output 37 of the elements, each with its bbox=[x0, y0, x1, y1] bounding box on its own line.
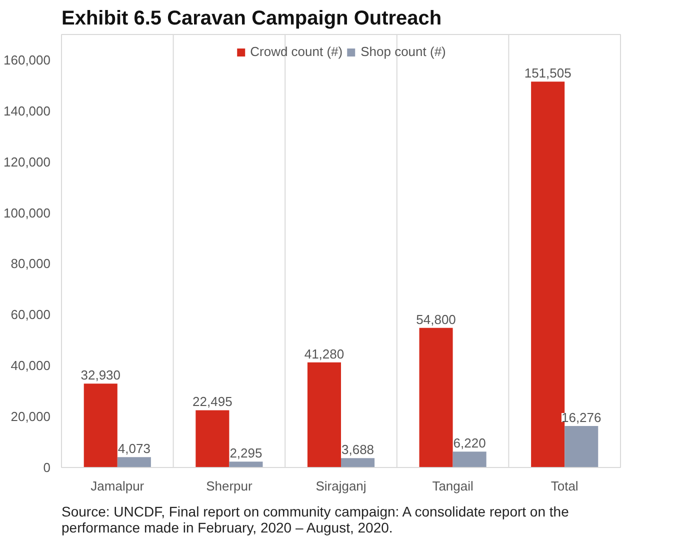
x-tick-label: Tangail bbox=[432, 478, 474, 494]
y-tick-label: 40,000 bbox=[10, 358, 51, 374]
data-label: 151,505 bbox=[524, 66, 572, 81]
y-tick-label: 120,000 bbox=[4, 154, 51, 170]
y-tick-label: 160,000 bbox=[4, 52, 51, 68]
x-tick-label: Sherpur bbox=[206, 478, 253, 494]
bar bbox=[117, 457, 151, 468]
chart-title: Exhibit 6.5 Caravan Campaign Outreach bbox=[62, 8, 442, 30]
bar bbox=[452, 452, 486, 468]
bar bbox=[564, 426, 598, 468]
y-tick-label: 0 bbox=[43, 460, 51, 475]
bar bbox=[307, 362, 341, 468]
x-tick-label: Jamalpur bbox=[90, 478, 145, 494]
y-tick-label: 100,000 bbox=[4, 205, 51, 220]
data-label: 4,073 bbox=[118, 441, 150, 456]
y-tick-label: 80,000 bbox=[10, 256, 51, 272]
bar bbox=[229, 462, 263, 468]
data-label: 2,295 bbox=[230, 446, 262, 461]
bar bbox=[196, 410, 230, 468]
data-label: 3,688 bbox=[342, 442, 374, 458]
y-tick-label: 140,000 bbox=[4, 103, 51, 118]
data-label: 54,800 bbox=[416, 312, 456, 327]
bar bbox=[419, 328, 453, 468]
data-label: 16,276 bbox=[561, 410, 602, 426]
bar bbox=[341, 458, 375, 468]
data-label: 41,280 bbox=[304, 346, 344, 362]
legend-label: Crowd count (#) bbox=[250, 44, 343, 59]
x-tick-label: Sirajganj bbox=[316, 478, 366, 494]
data-label: 22,495 bbox=[192, 394, 232, 410]
legend-label: Shop count (#) bbox=[360, 44, 446, 59]
y-tick-label: 60,000 bbox=[10, 307, 51, 322]
data-label: 6,220 bbox=[453, 436, 486, 451]
y-tick-label: 20,000 bbox=[10, 409, 51, 424]
bar bbox=[84, 384, 118, 468]
source-note: Source: UNCDF, Final report on community campaign: A consolidate report on the performance made in February, 2020 – August, 2020. bbox=[62, 504, 570, 536]
data-label: 32,930 bbox=[80, 368, 121, 383]
x-tick-label: Total bbox=[550, 478, 578, 494]
